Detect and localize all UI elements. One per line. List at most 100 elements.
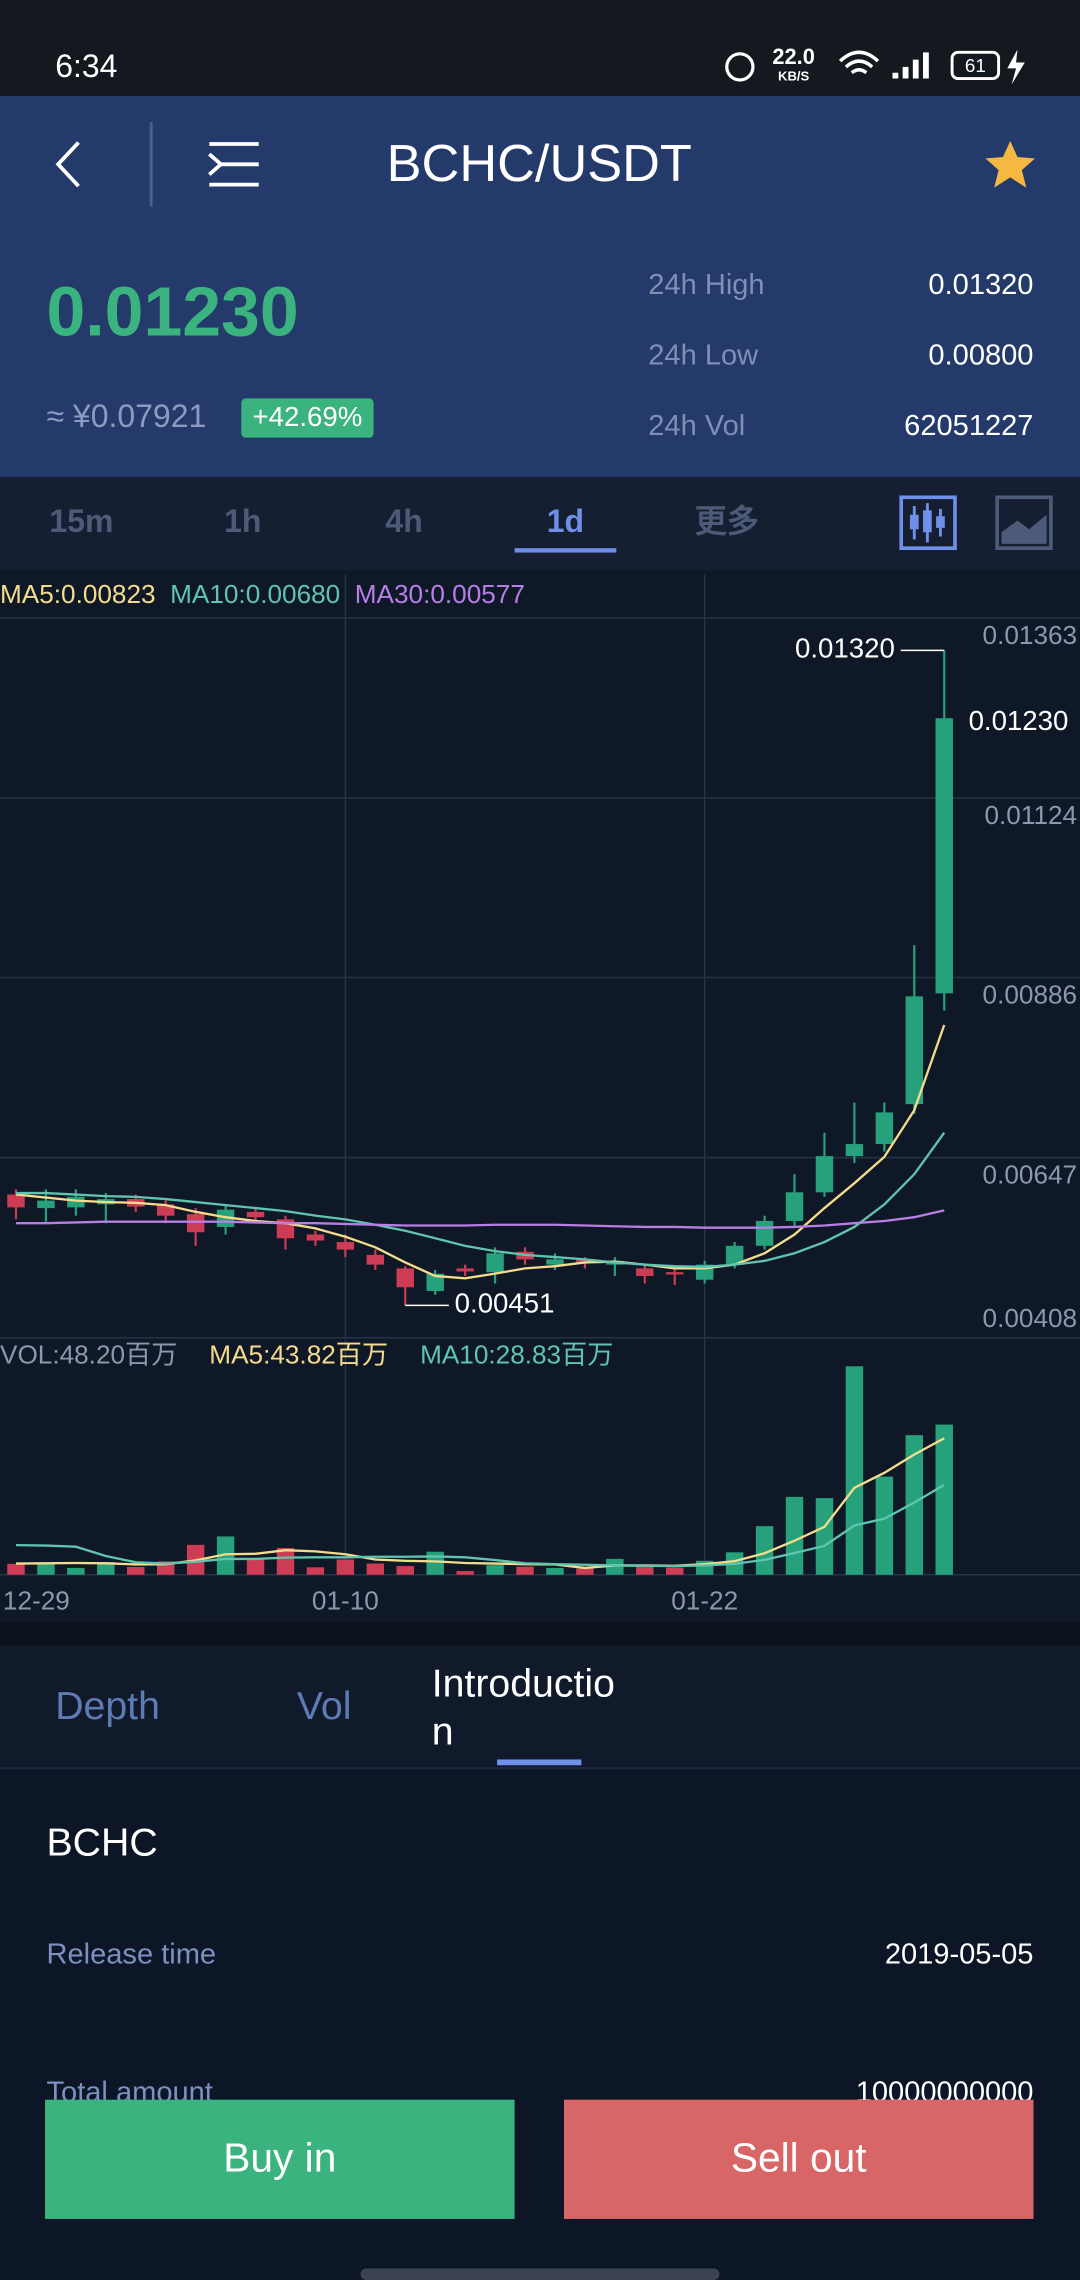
- volume-bar: [875, 1476, 894, 1575]
- buy-button[interactable]: [45, 2099, 515, 2219]
- sell-label[interactable]: Sell out: [731, 2135, 867, 2181]
- volume-bar: [306, 1567, 325, 1575]
- interval-tab[interactable]: 更多: [695, 503, 759, 539]
- pair-title: BCHC/USDT: [387, 135, 692, 193]
- candle-body: [366, 1254, 385, 1265]
- detail-tab[interactable]: Vol: [297, 1684, 352, 1728]
- candle-body: [186, 1214, 205, 1233]
- x-tick-label: 01-10: [312, 1585, 379, 1615]
- intro-label: Release time: [47, 1938, 217, 1970]
- volume-bar: [666, 1567, 684, 1575]
- ma-line: [15, 1209, 945, 1229]
- volume-ma-legend: MA5:43.82百万: [209, 1340, 388, 1370]
- x-tick-label: 01-22: [671, 1585, 738, 1615]
- volume-bar: [216, 1536, 235, 1575]
- battery-level: 61: [965, 56, 986, 77]
- volume-bar: [785, 1496, 804, 1575]
- net-speed: 22.0: [772, 44, 814, 69]
- stat-label: 24h High: [648, 269, 764, 301]
- signal-icon: [892, 52, 929, 79]
- volume-bar: [815, 1498, 834, 1575]
- menu-button[interactable]: [208, 142, 259, 187]
- spacer: [0, 1621, 1080, 1647]
- charging-icon: [1007, 49, 1025, 85]
- candle-body: [306, 1234, 325, 1241]
- home-indicator: [360, 2268, 720, 2280]
- candle-body: [875, 1112, 894, 1145]
- buy-label[interactable]: Buy in: [223, 2135, 336, 2181]
- cny-price: ≈ ¥0.07921: [47, 398, 207, 434]
- min-label: 0.00451: [455, 1288, 555, 1319]
- volume-bar: [486, 1565, 504, 1575]
- back-button[interactable]: [55, 141, 80, 188]
- candle-body: [755, 1220, 774, 1246]
- chart-panel: [0, 570, 1080, 1622]
- interval-tab[interactable]: 4h: [385, 503, 422, 539]
- volume-bar: [97, 1561, 115, 1575]
- volume-bar: [516, 1566, 534, 1575]
- candle-body: [815, 1156, 834, 1193]
- candle-body: [156, 1204, 175, 1216]
- volume-bar: [606, 1558, 624, 1575]
- candlestick-chart: 12-29 01-10 01-22 0.01363 0.01124 0.00886 0.00…: [0, 574, 1080, 1615]
- volume-bar: [7, 1563, 25, 1575]
- volume-bar: [426, 1551, 444, 1575]
- area-view-button[interactable]: [995, 495, 1053, 551]
- interval-tab[interactable]: 15m: [49, 503, 113, 539]
- candle-body: [666, 1272, 684, 1275]
- candle-icon-bodies[interactable]: [909, 510, 945, 533]
- stat-label: 24h Vol: [648, 410, 745, 442]
- volume-bar: [67, 1567, 85, 1575]
- candle-body: [636, 1268, 654, 1276]
- ma-line: [15, 1024, 946, 1280]
- coin-name: BCHC: [47, 1821, 158, 1865]
- volume-bar: [456, 1571, 474, 1575]
- candle-body: [426, 1273, 444, 1292]
- detail-tab-line[interactable]: Introductio: [432, 1662, 615, 1706]
- candle-body: [456, 1268, 474, 1272]
- sell-button[interactable]: [563, 2099, 1034, 2219]
- volume-ma-legend: MA10:28.83百万: [420, 1340, 613, 1370]
- candle-body: [7, 1194, 25, 1208]
- battery-icon: [950, 50, 1001, 80]
- stat-value: 0.01320: [928, 269, 1033, 301]
- interval-tab[interactable]: 1d: [547, 503, 584, 539]
- volume-bar: [546, 1567, 564, 1575]
- volume-bar: [576, 1568, 594, 1575]
- candle-icon-frame[interactable]: [899, 495, 957, 551]
- interval-underline: [514, 548, 617, 553]
- status-bar: [0, 0, 1080, 96]
- volume-legend: VOL:48.20百万: [0, 1340, 177, 1370]
- candle-body: [785, 1192, 804, 1221]
- candle-view-button[interactable]: [899, 495, 957, 551]
- volume-bar: [336, 1559, 355, 1575]
- volume-ma-line: [15, 1483, 945, 1568]
- detail-tab-line[interactable]: n: [432, 1710, 454, 1754]
- candle-body: [67, 1196, 85, 1208]
- candle-body: [576, 1259, 594, 1263]
- ma-legend: MA30:0.00577: [355, 579, 525, 609]
- detail-tab[interactable]: Introductio n: [432, 1662, 615, 1754]
- stat-label: 24h Low: [648, 340, 759, 372]
- x-tick-label: 12-29: [3, 1585, 70, 1615]
- detail-tab[interactable]: Depth: [55, 1684, 160, 1728]
- interval-tab[interactable]: 1h: [224, 503, 261, 539]
- area-icon-frame[interactable]: [995, 495, 1053, 551]
- header: [0, 95, 1080, 477]
- y-tick-label: 0.01363: [983, 620, 1078, 650]
- menu-icon[interactable]: [208, 142, 259, 187]
- volume-bar: [366, 1563, 385, 1575]
- area-icon-fill[interactable]: [1001, 514, 1047, 544]
- y-tick-label: 0.01124: [984, 800, 1077, 830]
- stat-value: 62051227: [904, 410, 1033, 442]
- last-price-label: 0.01230: [969, 705, 1069, 736]
- change-badge: [241, 398, 374, 438]
- candle-body: [935, 718, 953, 994]
- candle-body: [486, 1253, 504, 1273]
- net-unit: KB/S: [778, 69, 810, 84]
- favorite-star[interactable]: [985, 141, 1035, 188]
- detail-tab-bar: [0, 1646, 1080, 1769]
- change-percent: +42.69%: [253, 401, 363, 432]
- ma-legend: MA5:0.00823: [0, 579, 156, 609]
